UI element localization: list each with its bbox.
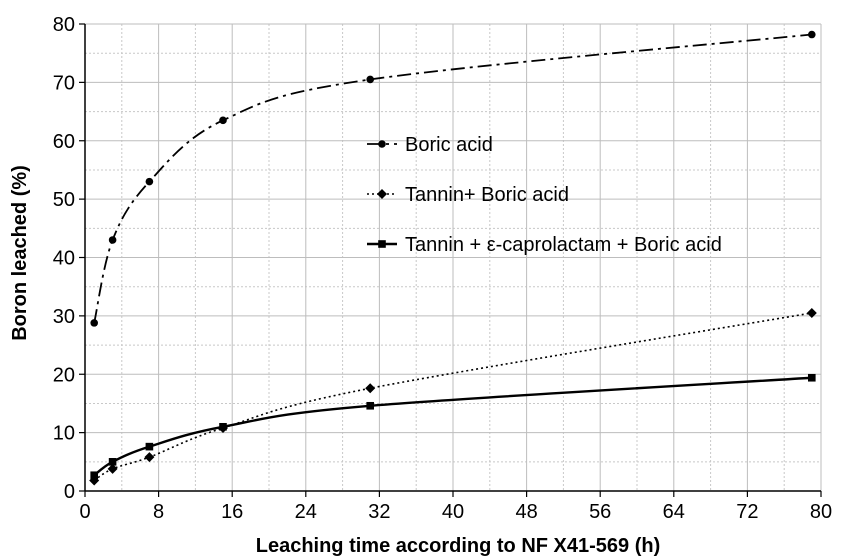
y-tick-label: 70 — [53, 72, 75, 94]
legend-label-3: Tannin + ε-caprolactam + Boric acid — [405, 234, 722, 256]
series-2-point — [806, 307, 817, 318]
x-tick-label: 24 — [295, 501, 317, 523]
legend-marker-1 — [378, 140, 386, 148]
series-1-point — [90, 319, 98, 327]
x-tick-label: 72 — [736, 501, 758, 523]
series-1-point — [366, 75, 375, 84]
y-tick-label: 60 — [53, 131, 75, 153]
series-3-point — [90, 471, 98, 480]
series-2-point — [144, 452, 155, 463]
y-tick-label: 50 — [53, 189, 75, 211]
series-3-point — [108, 458, 117, 466]
series-1-point — [219, 116, 227, 125]
axes — [79, 23, 822, 497]
legend-label-1: Boric acid — [405, 134, 493, 156]
series-2-point — [107, 463, 118, 474]
y-tick-label: 10 — [53, 423, 75, 445]
x-tick-label: 8 — [153, 501, 164, 523]
x-tick-label: 16 — [221, 501, 243, 523]
series-3-point — [808, 373, 816, 382]
series-1-point — [145, 177, 154, 186]
series-layer — [89, 30, 817, 486]
x-tick-label: 40 — [442, 501, 464, 523]
y-tick-label: 80 — [53, 14, 75, 36]
series-3-point — [366, 401, 374, 410]
x-tick-label: 80 — [810, 501, 832, 523]
series-1-point — [808, 30, 816, 39]
tick-labels: 0 8 16 24 32 40 48 56 64 72 80 0 10 20 30 40 50 60 70 80 — [53, 14, 832, 523]
series-3-point — [219, 422, 227, 431]
series-3 — [90, 373, 816, 480]
series-2-point — [365, 383, 376, 394]
x-tick-label: 48 — [515, 501, 537, 523]
legend-marker-2 — [377, 189, 387, 199]
x-tick-label: 0 — [79, 501, 90, 523]
series-3-point — [145, 442, 154, 451]
x-axis-title: Leaching time according to NF X41-569 (h… — [256, 535, 661, 557]
y-tick-label: 40 — [53, 248, 75, 270]
legend: Boric acid Tannin+ Boric acid Tannin + ε-c… — [367, 134, 722, 256]
y-axis-title: Boron leached (%) — [9, 165, 31, 341]
x-tick-label: 32 — [368, 501, 390, 523]
series-1-point — [108, 236, 117, 244]
x-tick-label: 56 — [589, 501, 611, 523]
grid — [84, 23, 822, 492]
legend-label-2: Tannin+ Boric acid — [405, 184, 569, 206]
y-tick-label: 30 — [53, 306, 75, 328]
y-tick-label: 0 — [64, 481, 75, 503]
legend-marker-3 — [378, 240, 386, 248]
y-tick-label: 20 — [53, 364, 75, 386]
x-tick-label: 64 — [663, 501, 685, 523]
series-1 — [90, 30, 816, 327]
